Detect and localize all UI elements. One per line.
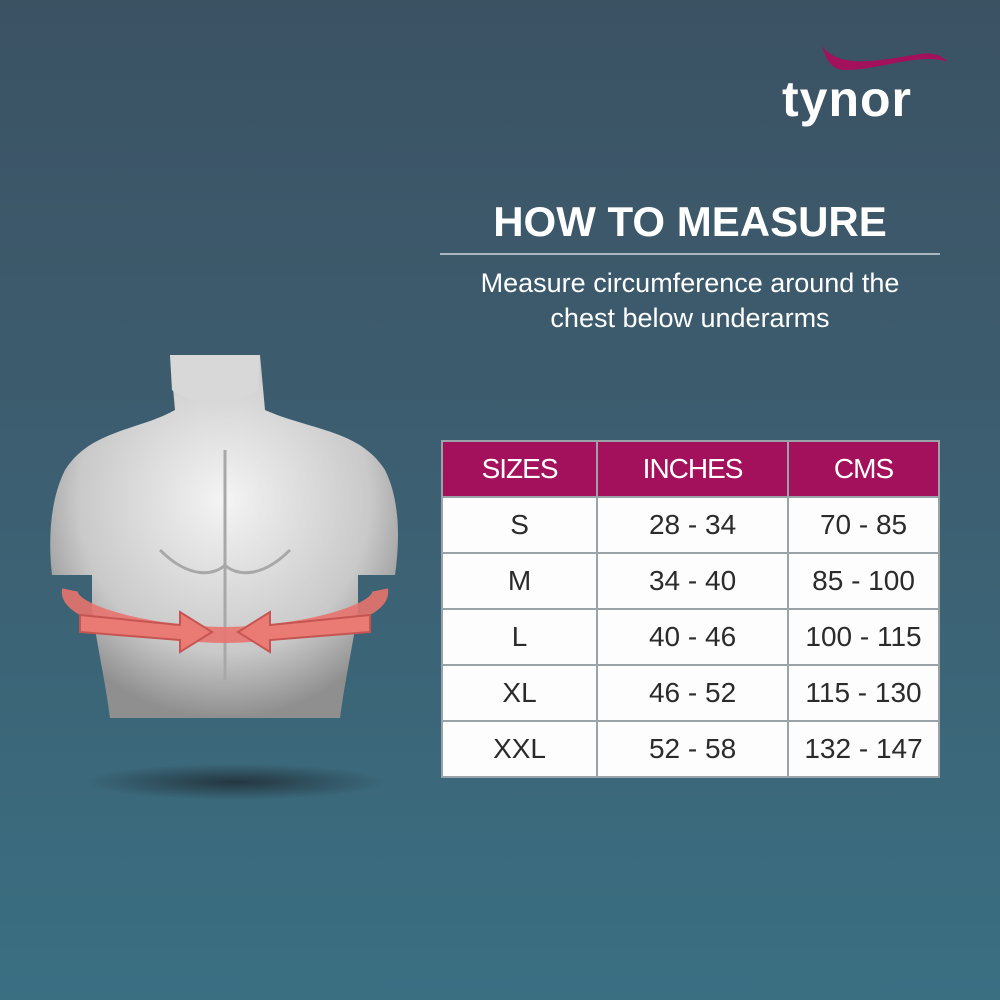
tynor-logo: tynor — [782, 71, 912, 127]
arrow-left-icon — [79, 610, 214, 654]
table-row: L 40 - 46 100 - 115 — [440, 608, 940, 666]
instruction-line-2: chest below underarms — [550, 303, 830, 333]
size-cell: L — [440, 608, 599, 666]
size-cell: XL — [440, 664, 599, 722]
instruction-line-1: Measure circumference around the — [480, 268, 900, 298]
size-chart-table: SIZES INCHES CMS S 28 - 34 70 - 85 M 34 - 4… — [440, 440, 940, 778]
header-sizes: SIZES — [440, 440, 599, 498]
inches-cell: 46 - 52 — [596, 664, 790, 722]
table-row: S 28 - 34 70 - 85 — [440, 496, 940, 554]
inches-cell: 28 - 34 — [596, 496, 790, 554]
arrow-right-icon — [236, 610, 371, 654]
measure-band — [62, 588, 388, 644]
table-header-row: SIZES INCHES CMS — [440, 440, 940, 498]
inches-cell: 52 - 58 — [596, 720, 790, 778]
inches-cell: 40 - 46 — [596, 608, 790, 666]
tynor-logo-swoosh — [822, 46, 948, 70]
table-row: XXL 52 - 58 132 - 147 — [440, 720, 940, 778]
page-title: HOW TO MEASURE — [493, 198, 887, 245]
header-cms: CMS — [787, 440, 940, 498]
cms-cell: 100 - 115 — [787, 608, 940, 666]
title-divider — [440, 253, 940, 255]
table-row: XL 46 - 52 115 - 130 — [440, 664, 940, 722]
instruction-text: Measure circumference around the chest b… — [440, 266, 940, 336]
cms-cell: 70 - 85 — [787, 496, 940, 554]
cms-cell: 132 - 147 — [787, 720, 940, 778]
table-row: M 34 - 40 85 - 100 — [440, 552, 940, 610]
inches-cell: 34 - 40 — [596, 552, 790, 610]
size-cell: M — [440, 552, 599, 610]
size-cell: XXL — [440, 720, 599, 778]
cms-cell: 115 - 130 — [787, 664, 940, 722]
torso-illustration — [50, 355, 398, 800]
size-cell: S — [440, 496, 599, 554]
header-inches: INCHES — [596, 440, 790, 498]
cms-cell: 85 - 100 — [787, 552, 940, 610]
